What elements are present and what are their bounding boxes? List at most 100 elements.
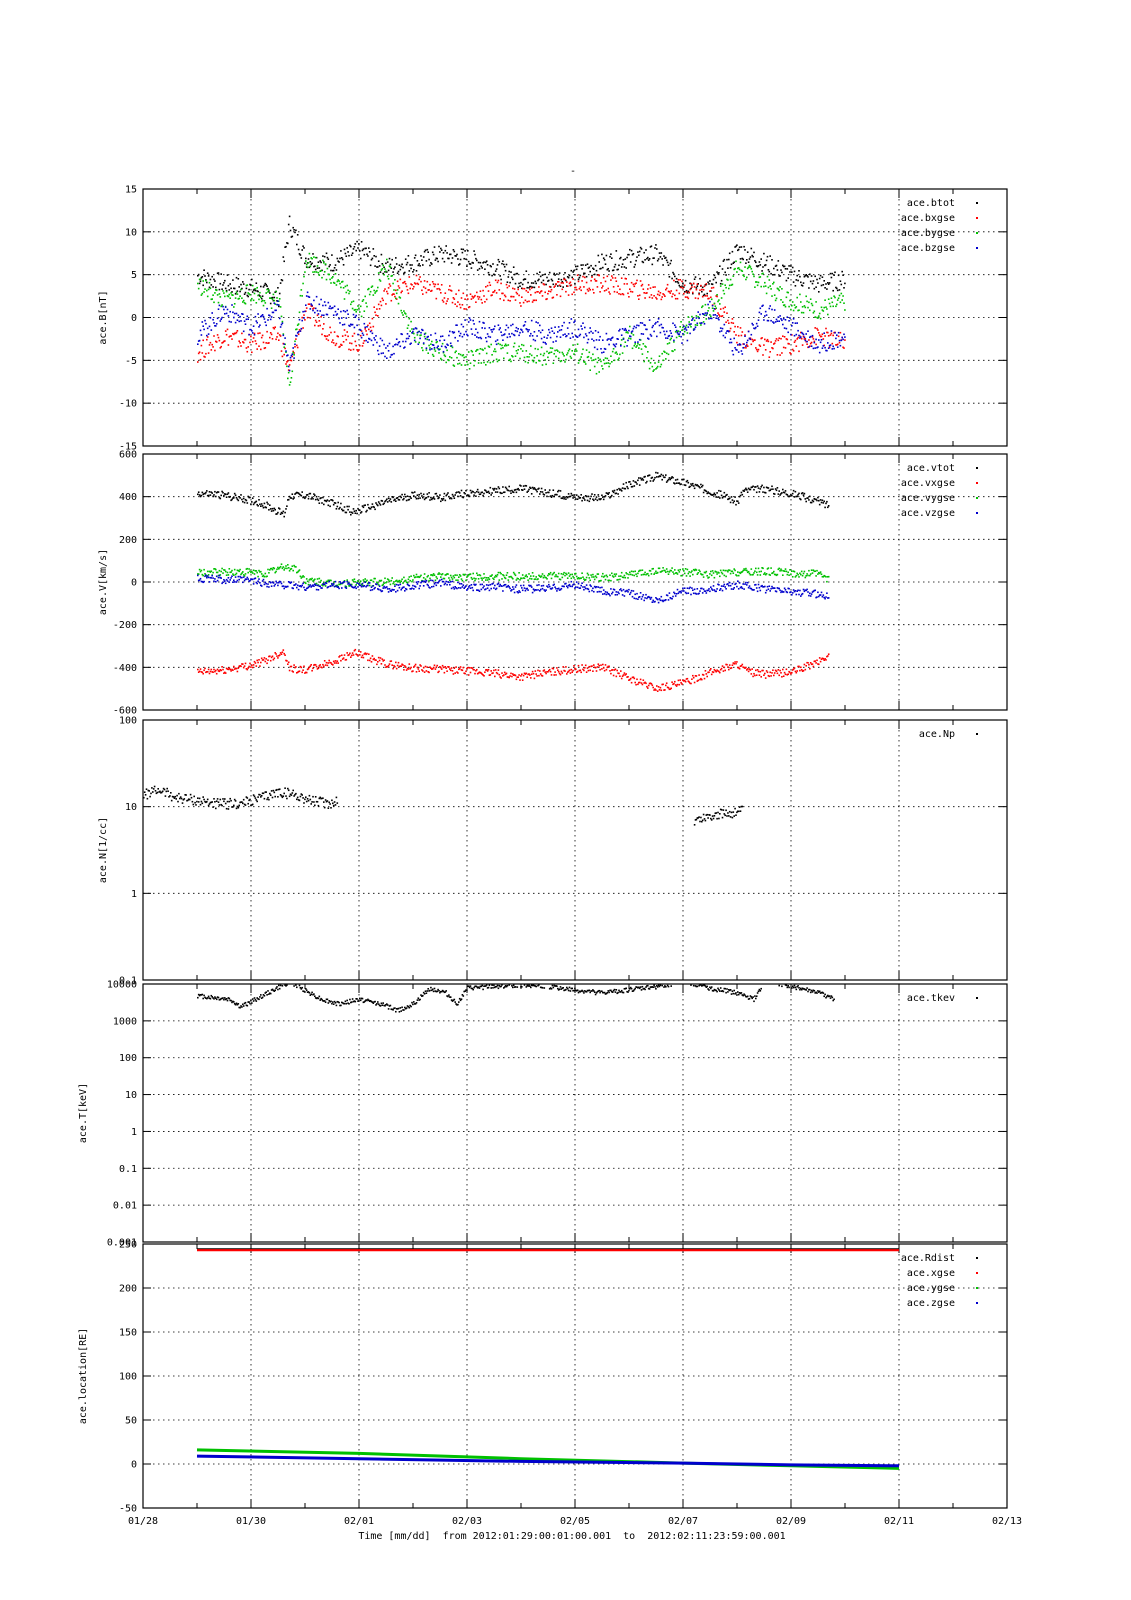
data-point xyxy=(544,359,546,361)
data-point xyxy=(291,565,294,567)
data-point xyxy=(368,653,370,655)
data-point xyxy=(740,246,743,248)
data-point xyxy=(466,265,468,267)
data-point xyxy=(423,335,426,338)
data-point xyxy=(432,355,435,357)
data-point xyxy=(653,689,655,691)
data-point xyxy=(294,346,296,348)
data-point xyxy=(651,568,654,570)
data-point xyxy=(498,487,501,490)
data-point xyxy=(839,344,842,347)
data-point xyxy=(368,507,371,510)
data-point xyxy=(762,266,764,268)
data-point xyxy=(527,291,529,293)
data-point xyxy=(838,294,841,297)
data-point xyxy=(475,257,477,260)
data-point xyxy=(611,572,613,575)
data-point xyxy=(421,347,423,349)
data-point xyxy=(483,573,485,575)
data-point xyxy=(278,655,280,657)
data-point xyxy=(596,573,599,575)
data-point xyxy=(747,487,750,490)
data-point xyxy=(278,566,281,569)
data-point xyxy=(707,281,709,284)
data-point xyxy=(553,332,555,334)
data-point xyxy=(593,346,596,349)
data-point xyxy=(351,652,354,654)
data-point xyxy=(446,493,448,496)
data-point xyxy=(488,674,491,676)
data-point xyxy=(758,491,761,493)
data-point xyxy=(795,279,798,281)
data-point xyxy=(404,258,407,260)
data-point xyxy=(378,278,381,281)
data-point xyxy=(276,336,278,338)
data-point xyxy=(203,568,205,571)
data-point xyxy=(305,307,308,309)
data-point xyxy=(456,491,458,493)
data-point xyxy=(503,674,505,676)
data-point xyxy=(315,271,318,273)
data-point xyxy=(335,284,338,286)
data-point xyxy=(671,277,673,280)
data-point xyxy=(827,282,829,284)
data-point xyxy=(440,292,442,294)
data-point xyxy=(572,336,574,338)
data-point xyxy=(719,303,721,305)
data-point xyxy=(422,293,424,295)
data-point xyxy=(702,491,705,494)
data-point xyxy=(610,495,612,498)
data-point xyxy=(265,506,267,509)
data-point xyxy=(251,332,254,334)
data-point xyxy=(290,497,293,499)
data-point xyxy=(620,339,623,341)
data-point xyxy=(590,357,592,359)
data-point xyxy=(662,327,664,329)
data-point xyxy=(290,377,293,379)
data-point xyxy=(834,296,836,299)
data-point xyxy=(505,283,508,286)
data-point xyxy=(206,494,209,497)
data-point xyxy=(406,261,409,264)
data-point xyxy=(388,342,391,345)
data-point xyxy=(537,348,539,351)
data-point xyxy=(835,344,837,346)
data-point xyxy=(818,332,820,334)
data-point xyxy=(684,279,687,282)
data-point xyxy=(458,576,460,578)
data-point xyxy=(826,500,828,503)
data-point xyxy=(561,351,564,354)
data-point xyxy=(258,659,260,661)
data-point xyxy=(251,330,253,332)
data-point xyxy=(458,353,460,355)
data-point xyxy=(607,665,609,668)
legend-marker xyxy=(976,217,978,219)
data-point xyxy=(528,356,530,358)
data-point xyxy=(458,330,460,333)
data-point xyxy=(242,301,244,303)
data-point xyxy=(331,341,333,343)
data-point xyxy=(614,492,617,495)
data-point xyxy=(741,257,744,260)
data-point xyxy=(765,340,768,342)
data-point xyxy=(728,252,731,255)
data-point xyxy=(823,344,825,347)
data-point xyxy=(632,334,635,336)
data-point xyxy=(322,663,324,666)
data-point xyxy=(581,499,583,502)
data-point xyxy=(828,344,831,347)
data-point xyxy=(840,283,843,286)
data-point xyxy=(733,331,735,333)
data-point xyxy=(301,316,303,319)
data-point xyxy=(680,681,682,684)
data-point xyxy=(592,498,594,501)
data-point xyxy=(377,349,379,352)
data-point xyxy=(311,496,313,499)
data-point xyxy=(667,264,670,266)
data-point xyxy=(264,302,267,304)
data-point xyxy=(468,306,471,308)
data-point xyxy=(366,305,368,308)
data-point xyxy=(434,332,437,335)
data-point xyxy=(748,258,751,260)
data-point xyxy=(260,573,263,575)
